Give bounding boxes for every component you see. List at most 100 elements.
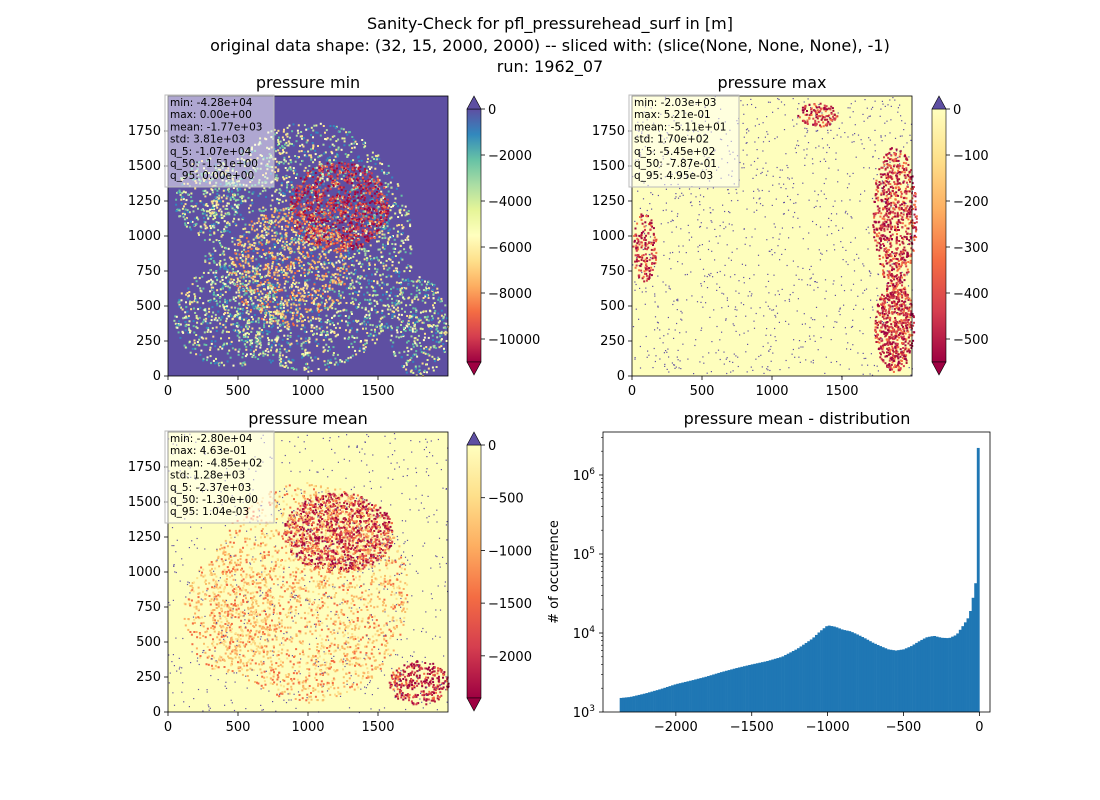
y-tick-label: 250 (136, 334, 161, 349)
histogram-bar (696, 678, 700, 712)
histogram-bar (832, 626, 836, 712)
colorbar-tick-label: −300 (953, 241, 989, 256)
histogram-bar (745, 665, 749, 712)
x-tick-label: 1500 (361, 384, 394, 399)
histogram-bar (910, 646, 913, 712)
histogram-bar (858, 635, 862, 712)
y-axis: 0 250 500 750 1000 1250 1500 1750 (128, 460, 168, 720)
histogram-bar (920, 639, 924, 712)
histogram-bar (768, 660, 772, 712)
colorbar-tick-label: 0 (488, 103, 496, 118)
y-axis-label: # of occurrence (547, 520, 562, 624)
x-tick-label: 500 (226, 384, 251, 399)
histogram-bar (917, 641, 921, 712)
histogram-bar (689, 680, 692, 712)
histogram-bar (943, 637, 947, 712)
stats-line: q_50: -1.30e+00 (170, 494, 258, 506)
histogram-bar (650, 691, 654, 712)
x-tick-label: 0 (975, 720, 983, 735)
histogram-bar (635, 695, 638, 712)
histogram-bar (725, 670, 728, 712)
histogram-bar (714, 673, 718, 712)
y-tick-label: 500 (600, 299, 625, 314)
colorbar-tick-label: −2000 (488, 650, 532, 665)
y-tick-label: 1500 (592, 159, 625, 174)
histogram-bar (791, 651, 795, 712)
colorbar-tick-label: −6000 (488, 241, 532, 256)
y-tick-label: 1250 (592, 194, 625, 209)
y-tick-label: 250 (600, 334, 625, 349)
y-tick-label: 104 (573, 625, 596, 642)
panel-pressure-min: pressure min 0 500 1000 1500 0 250 500 750 1000… (128, 73, 540, 399)
histogram-bar (681, 682, 685, 712)
histogram-bar (953, 635, 957, 712)
histogram-bar (822, 628, 826, 712)
histogram-bar (763, 661, 767, 712)
y-tick-label: 1750 (592, 124, 625, 139)
colorbar-tick-label: 0 (953, 103, 961, 118)
y-tick-label: 103 (573, 704, 595, 721)
histogram-bar (876, 644, 880, 712)
y-tick-label: 500 (136, 635, 161, 650)
stats-line: q_95: 0.00e+00 (170, 170, 254, 182)
suptitle-line-2: original data shape: (32, 15, 2000, 2000… (210, 36, 890, 55)
histogram-bar (701, 677, 705, 712)
histogram-bar (686, 681, 690, 712)
histogram-bar (671, 685, 674, 712)
histogram-bar (974, 583, 978, 712)
stats-line: q_95: 4.95e-03 (634, 170, 713, 182)
stats-line: std: 1.28e+03 (170, 470, 245, 482)
histogram-bar (925, 637, 929, 712)
colorbar: 0 −2000 −4000 −6000 −8000 −10000 (466, 95, 540, 376)
colorbar-extend-top (466, 431, 482, 446)
x-tick-label: 1000 (755, 384, 788, 399)
histogram-bar (940, 637, 944, 712)
histogram-bar (889, 649, 893, 712)
histogram-bar (758, 662, 762, 712)
histogram-bar (663, 687, 667, 712)
x-tick-label: −500 (886, 720, 922, 735)
colorbar-extend-top (466, 95, 482, 110)
histogram-bars (619, 447, 980, 712)
y-tick-label: 750 (136, 600, 161, 615)
colorbar-gradient (466, 444, 482, 699)
stats-line: q_5: -5.45e+02 (634, 146, 715, 158)
y-tick-label: 106 (573, 467, 596, 484)
colorbar-tick-label: −500 (953, 333, 989, 348)
histogram-bar (676, 683, 680, 712)
histogram-bar (683, 681, 687, 712)
x-tick-label: −2000 (654, 720, 698, 735)
histogram-bar (945, 638, 949, 712)
y-tick-label: 1000 (592, 229, 625, 244)
histogram-bar (717, 672, 721, 712)
histogram-bar (897, 650, 901, 712)
histogram-bar (727, 670, 731, 712)
histogram-bar (830, 626, 834, 712)
stats-line: max: 4.63e-01 (170, 445, 247, 457)
colorbar-gradient (931, 108, 947, 363)
histogram-bar (809, 639, 813, 712)
stats-line: q_5: -2.37e+03 (170, 482, 251, 494)
histogram-bar (881, 647, 885, 712)
y-tick-label: 1750 (128, 460, 161, 475)
histogram-bar (825, 626, 829, 712)
y-tick-label: 1250 (128, 530, 161, 545)
histogram-bar (766, 661, 770, 712)
histogram-frame (602, 431, 991, 713)
stats-line: mean: -1.77e+03 (170, 121, 262, 133)
stats-line: q_50: -7.87e-01 (634, 158, 717, 170)
histogram-bar (771, 659, 775, 712)
histogram-bar (789, 652, 793, 712)
histogram-bar (778, 657, 782, 712)
histogram-bar (773, 658, 777, 712)
stats-line: min: -2.80e+04 (170, 433, 253, 445)
y-tick-label: 0 (617, 369, 625, 384)
histogram-bar (871, 642, 875, 712)
x-tick-label: 1000 (291, 720, 324, 735)
colorbar-tick-label: −100 (953, 149, 989, 164)
colorbar-tick-label: −400 (953, 287, 989, 302)
stats-line: min: -2.03e+03 (634, 97, 716, 109)
panel-distribution: pressure mean - distribution −2000 −1500−… (547, 409, 991, 735)
